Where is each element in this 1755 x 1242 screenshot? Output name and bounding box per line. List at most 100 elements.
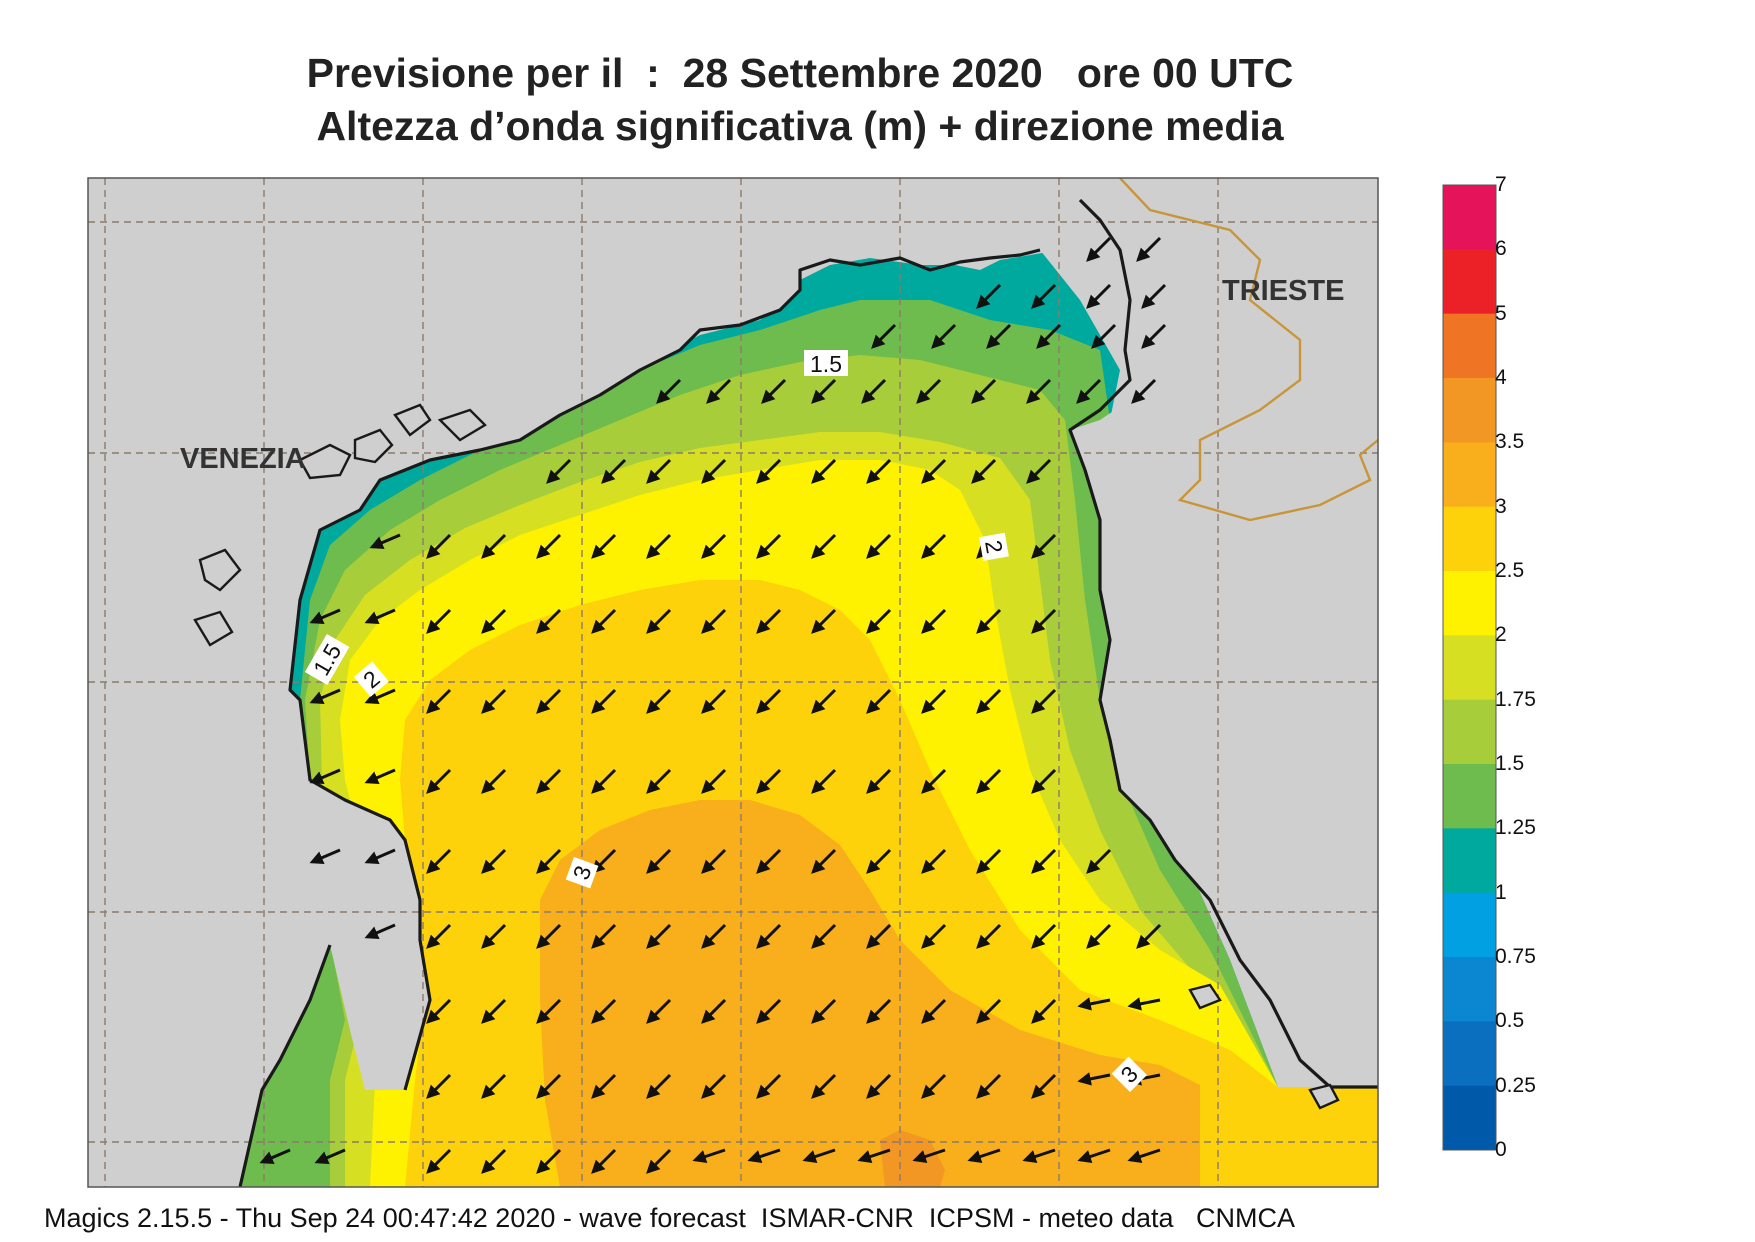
venice-lagoon-islands <box>193 403 1340 1110</box>
wave-direction-arrow <box>1026 378 1052 404</box>
wave-direction-arrow <box>756 1073 782 1099</box>
wave-direction-arrow <box>811 768 837 794</box>
legend-frame <box>1442 184 1497 1151</box>
wave-direction-arrow <box>1091 323 1117 349</box>
wave-direction-arrow <box>601 458 627 484</box>
wave-direction-arrow <box>369 533 401 549</box>
wave-direction-arrow <box>811 608 837 634</box>
wave-direction-arrow <box>756 998 782 1024</box>
wave-direction-arrow <box>481 1148 507 1174</box>
wave-direction-arrow <box>536 1148 562 1174</box>
legend-swatch <box>1443 185 1496 250</box>
wave-direction-arrow <box>701 848 727 874</box>
wave-direction-arrow <box>426 608 452 634</box>
legend-label: 1.5 <box>1495 752 1525 775</box>
wave-direction-arrow <box>481 533 507 559</box>
wave-direction-arrow <box>481 923 507 949</box>
legend-swatch <box>1443 313 1496 379</box>
wave-direction-arrow <box>976 923 1002 949</box>
wave-direction-arrow <box>314 1148 346 1164</box>
wave-direction-arrow <box>1036 323 1062 349</box>
legend-swatch <box>1443 635 1496 701</box>
wave-direction-arrow <box>364 768 396 784</box>
legend-swatch <box>1443 378 1496 443</box>
wave-direction-arrow <box>481 848 507 874</box>
wave-direction-arrow <box>1026 458 1052 484</box>
wave-direction-arrow <box>309 848 341 864</box>
wave-direction-arrow <box>591 923 617 949</box>
wave-direction-arrow <box>591 768 617 794</box>
wave-direction-arrow <box>646 458 672 484</box>
title-line-1: Previsione per il : 28 Settembre 2020 or… <box>306 50 1294 96</box>
wave-direction-arrow <box>536 768 562 794</box>
legend-label: 1 <box>1495 880 1507 904</box>
wave-direction-arrow <box>976 848 1002 874</box>
wave-direction-arrow <box>426 688 452 714</box>
wave-direction-arrow <box>646 998 672 1024</box>
wave-direction-arrow <box>866 1073 892 1099</box>
wave-direction-arrow <box>481 608 507 634</box>
legend-swatch <box>1443 571 1496 636</box>
wave-direction-arrow <box>364 688 396 704</box>
place-label-venezia: VENEZIA <box>180 443 306 475</box>
legend-label: 3.5 <box>1495 430 1525 454</box>
wave-direction-arrow <box>591 1073 617 1099</box>
legend-swatch <box>1443 828 1496 894</box>
wave-direction-arrow <box>921 608 947 634</box>
wave-direction-arrow <box>761 378 787 404</box>
wave-direction-arrow <box>701 998 727 1024</box>
legend-label: 3 <box>1495 494 1507 518</box>
wave-direction-arrow <box>364 848 396 864</box>
legend-swatch <box>1443 764 1496 829</box>
wave-direction-arrow <box>646 848 672 874</box>
legend-swatch <box>1443 1085 1496 1151</box>
legend-label: 2 <box>1495 623 1507 647</box>
wave-direction-arrow <box>756 688 782 714</box>
wave-direction-arrow <box>866 533 892 559</box>
wave-direction-arrows <box>259 236 1167 1174</box>
wave-direction-arrow <box>701 533 727 559</box>
legend-label: 0.5 <box>1495 1009 1525 1033</box>
wave-direction-arrow <box>756 608 782 634</box>
wave-direction-arrow <box>866 608 892 634</box>
wave-direction-arrow <box>871 323 897 349</box>
wave-direction-arrow <box>546 458 572 484</box>
wave-direction-arrow <box>536 1073 562 1099</box>
wave-direction-arrow <box>481 1073 507 1099</box>
contour-label: 2 <box>980 538 1008 555</box>
wave-direction-arrow <box>364 608 396 624</box>
place-label-trieste: TRIESTE <box>1222 275 1344 307</box>
wave-direction-arrow <box>971 458 997 484</box>
wave-direction-arrow <box>1141 283 1167 309</box>
wave-direction-arrow <box>701 1073 727 1099</box>
footer-credits: Magics 2.15.5 - Thu Sep 24 00:47:42 2020… <box>44 1203 1296 1233</box>
legend-label: 6 <box>1495 237 1507 261</box>
wave-direction-arrow <box>646 768 672 794</box>
wave-direction-arrow <box>1086 848 1112 874</box>
wave-direction-arrow <box>921 1073 947 1099</box>
wave-direction-arrow <box>976 998 1002 1024</box>
legend-label: 0.25 <box>1495 1073 1536 1097</box>
wave-direction-arrow <box>1077 1072 1111 1086</box>
wave-direction-arrow <box>536 923 562 949</box>
wave-direction-arrow <box>1031 1073 1057 1099</box>
wave-direction-arrow <box>364 923 396 939</box>
wave-direction-arrow <box>1031 533 1057 559</box>
legend-label: 1.75 <box>1495 687 1536 711</box>
wave-direction-arrow <box>976 283 1002 309</box>
title-line-2: Altezza d’onda significativa (m) + direz… <box>316 103 1284 149</box>
wave-direction-arrow <box>811 1073 837 1099</box>
wave-direction-arrow <box>857 1148 891 1163</box>
wave-direction-arrow <box>1141 323 1167 349</box>
legend-swatch <box>1443 249 1496 315</box>
wave-direction-arrow <box>861 378 887 404</box>
legend-swatch <box>1443 699 1496 765</box>
wave-direction-arrow <box>692 1148 726 1163</box>
wave-direction-arrow <box>536 848 562 874</box>
land-west <box>88 178 1080 1187</box>
wave-direction-arrow <box>646 1148 672 1174</box>
wave-direction-arrow <box>259 1148 291 1164</box>
wave-direction-arrow <box>866 923 892 949</box>
wave-direction-arrow <box>1136 236 1162 262</box>
wave-direction-arrow <box>866 458 892 484</box>
